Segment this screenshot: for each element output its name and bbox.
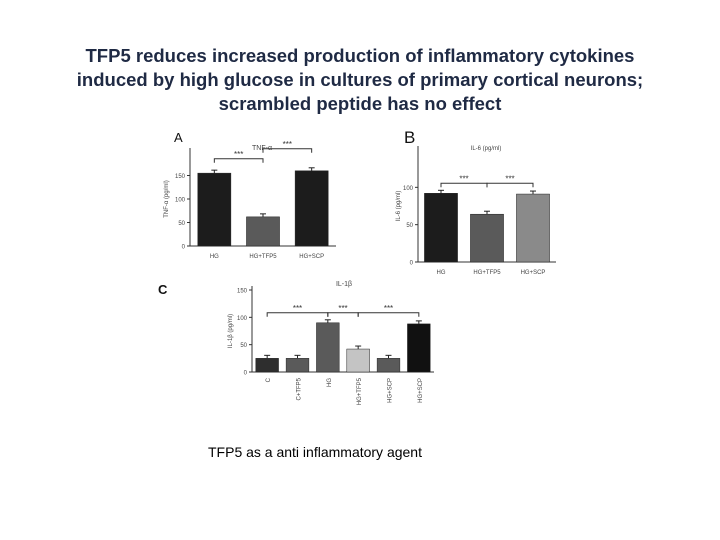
panel-label-b: B [404, 128, 416, 147]
panel-a-tnf-chart: A 0 50 100 150 TNF-α (pg/ml) TNF-α HG HG+TFP5 HG… [150, 128, 370, 278]
panel-label-a: A [174, 130, 183, 145]
x-category-label: HG+SCP [521, 270, 546, 276]
chart-title: IL-1β [336, 281, 352, 288]
title-line-3: scrambled peptide has no effect [218, 93, 502, 114]
chart-title: TNF-α [252, 145, 272, 152]
slide-title: TFP5 reduces increased production of inf… [20, 44, 700, 116]
bar [316, 322, 340, 373]
bar [246, 216, 280, 247]
panel-label-c: C [158, 282, 168, 297]
chart-a-svg: 0 50 100 150 TNF-α (pg/ml) TNF-α HG HG+TFP5 HG+S… [164, 140, 336, 260]
y-tick-label: 0 [410, 261, 414, 267]
y-tick-label: 100 [237, 316, 248, 322]
bar [197, 172, 232, 247]
significance-bracket [213, 158, 264, 163]
significance-bracket [327, 312, 359, 317]
x-category-label: HG+SCP [388, 378, 394, 403]
bar [407, 323, 431, 373]
significance-bracket [266, 312, 329, 317]
y-tick-label: 0 [182, 245, 186, 251]
bar [424, 193, 458, 263]
y-tick-label: 50 [240, 343, 247, 349]
x-category-label: HG+TFP5 [249, 254, 277, 260]
x-category-label: C [266, 377, 272, 382]
y-tick-label: 150 [175, 174, 186, 180]
chart-c-svg: 0 50 100 150 IL-1β (pg/ml) IL-1β C C+TFP5 HG HG+T… [228, 281, 434, 405]
significance-label: *** [505, 174, 514, 183]
y-tick-label: 50 [406, 223, 413, 229]
x-category-label: HG+TFP5 [357, 377, 363, 405]
panel-b-il6-chart: B 0 50 100 IL-6 (pg/ml) IL-6 (pg/ml) HG HG+TFP… [378, 128, 574, 278]
y-tick-label: 0 [244, 371, 248, 377]
bar [255, 358, 279, 373]
significance-label: *** [234, 150, 243, 159]
significance-label: *** [293, 304, 302, 313]
slide-caption: TFP5 as a anti inflammatory agent [208, 444, 422, 460]
y-tick-label: 100 [175, 198, 186, 204]
significance-bracket [357, 312, 420, 317]
y-axis-label: IL-1β (pg/ml) [228, 314, 234, 348]
x-category-label: HG+TFP5 [473, 270, 501, 276]
significance-label: *** [459, 174, 468, 183]
y-tick-label: 50 [178, 221, 185, 227]
significance-bracket [486, 182, 534, 188]
title-line-2: induced by high glucose in cultures of p… [76, 69, 644, 90]
x-category-label: HG [437, 270, 446, 276]
title-line-1: TFP5 reduces increased production of inf… [85, 45, 635, 66]
y-tick-label: 150 [237, 289, 248, 295]
x-category-label: HG+SCP [418, 378, 424, 403]
x-category-label: HG [327, 378, 333, 387]
bar [470, 213, 504, 263]
chart-title: IL-6 (pg/ml) [471, 146, 502, 152]
bar [516, 193, 550, 263]
x-category-label: HG+SCP [299, 254, 324, 260]
significance-label: *** [384, 304, 393, 313]
y-tick-label: 100 [403, 186, 414, 192]
panel-c-il1b-chart: C 0 50 100 150 IL-1β (pg/ml) IL-1β C C+TFP5 HG HG… [152, 278, 442, 423]
bar [376, 358, 401, 373]
bar [346, 348, 370, 373]
y-axis-label: IL-6 (pg/ml) [396, 191, 402, 222]
significance-label: *** [338, 304, 347, 313]
bar [294, 170, 329, 247]
significance-label: *** [283, 140, 292, 149]
bar [285, 358, 310, 373]
x-category-label: HG [210, 254, 219, 260]
y-axis-label: TNF-α (pg/ml) [164, 180, 170, 217]
x-category-label: C+TFP5 [297, 377, 303, 400]
significance-bracket [262, 148, 313, 153]
significance-bracket [440, 182, 488, 188]
